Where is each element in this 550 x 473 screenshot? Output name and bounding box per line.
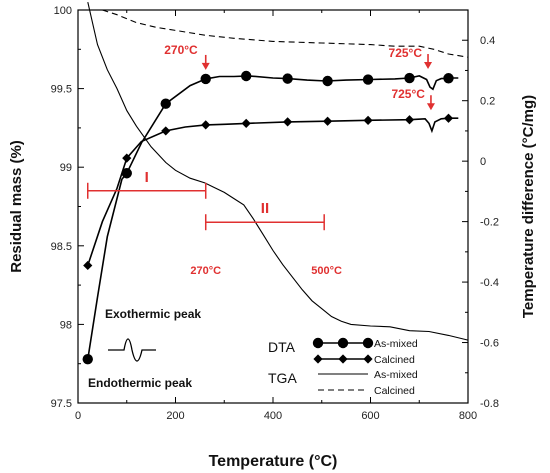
data-point-marker	[282, 73, 293, 84]
data-point-marker	[283, 117, 293, 127]
y-left-tick-label: 98.5	[51, 241, 72, 253]
data-point-marker	[404, 72, 415, 84]
legend-marker-diamond	[313, 354, 323, 364]
annotation-label: 725°C	[389, 46, 423, 60]
y-left-tick-label: 99.5	[51, 84, 72, 96]
y-left-tick-label: 100	[54, 5, 72, 17]
y-right-tick-label: 0.4	[480, 35, 495, 47]
legend-group-label: TGA	[268, 370, 297, 386]
data-point-marker	[443, 113, 454, 123]
y-right-tick-label: 0.2	[480, 96, 495, 108]
series-line	[87, 117, 459, 266]
x-tick-label: 800	[459, 410, 477, 422]
x-tick-label: 0	[75, 410, 81, 422]
annotation-arrowhead	[426, 103, 435, 111]
data-point-marker	[161, 126, 171, 136]
data-point-marker	[443, 73, 454, 84]
data-point-marker	[322, 75, 333, 87]
series-line	[102, 9, 469, 58]
data-point-marker	[404, 115, 415, 125]
legend-marker-circle	[312, 337, 324, 349]
series-tga-calcined	[102, 9, 469, 58]
legend-entry: As-mixed	[374, 369, 418, 381]
data-point-marker	[240, 70, 252, 82]
data-point-marker	[362, 74, 374, 85]
data-point-marker	[241, 118, 251, 128]
x-tick-label: 400	[264, 410, 282, 422]
y-right-tick-label: -0.4	[480, 277, 499, 289]
annotation-label: 725°C	[391, 87, 425, 101]
x-axis-title: Temperature (°C)	[209, 453, 338, 470]
exothermic-label: Exothermic peak	[105, 307, 201, 321]
y-left-tick-label: 97.5	[51, 398, 72, 410]
legend-marker-circle	[337, 337, 349, 349]
y-right-tick-label: -0.8	[480, 398, 499, 410]
annotation-label: 270°C	[190, 265, 221, 277]
legend-group-label: DTA	[268, 339, 296, 355]
legend-marker-diamond	[363, 354, 373, 364]
series-layer	[82, 1, 469, 365]
y-right-axis-title: Temperature difference (°C/mg)	[520, 95, 537, 318]
legend-entry: Calcined	[374, 385, 415, 397]
y-left-axis-title: Residual mass (%)	[8, 140, 25, 273]
series-tga-as-mixed	[87, 1, 469, 341]
y-right-tick-label: -0.6	[480, 338, 499, 350]
x-tick-label: 600	[361, 410, 379, 422]
y-left-tick-label: 98	[60, 319, 72, 331]
data-point-marker	[160, 98, 171, 109]
legend-marker-diamond	[338, 354, 348, 364]
x-tick-label: 200	[166, 410, 184, 422]
data-point-marker	[201, 120, 211, 130]
annotation-label: 500°C	[311, 265, 342, 277]
data-point-marker	[122, 153, 132, 163]
region-i-label: I	[145, 169, 149, 186]
annotation-arrowhead	[201, 62, 210, 70]
annotation-label: 270°C	[164, 43, 198, 57]
y-right-tick-label: 0	[480, 156, 486, 168]
y-right-tick-label: -0.2	[480, 217, 499, 229]
data-point-marker	[121, 168, 132, 179]
series-line	[87, 75, 459, 360]
data-point-marker	[363, 115, 373, 125]
series-dta-calcined	[83, 113, 459, 271]
endothermic-label: Endothermic peak	[88, 376, 192, 390]
data-point-marker	[83, 260, 93, 271]
y-left-tick-label: 99	[60, 162, 72, 174]
axes: 0 200 400 600 800 97.5 98 98.5 99 99.5 100 -0.8 -0.6…	[8, 5, 537, 470]
legend-marker-circle	[362, 337, 374, 349]
annotation-arrowhead	[424, 62, 433, 70]
data-point-marker	[200, 73, 211, 85]
legend: DTA As-mixed Calcined TGA As-mixed Calcined	[268, 337, 418, 397]
region-ii-label: II	[261, 200, 269, 217]
data-point-marker	[323, 116, 333, 126]
data-point-marker	[82, 353, 93, 365]
series-line	[87, 1, 469, 341]
legend-entry: As-mixed	[374, 338, 418, 350]
legend-entry: Calcined	[374, 354, 415, 366]
peak-symbol	[108, 338, 156, 362]
series-dta-as-mixed	[82, 70, 459, 365]
